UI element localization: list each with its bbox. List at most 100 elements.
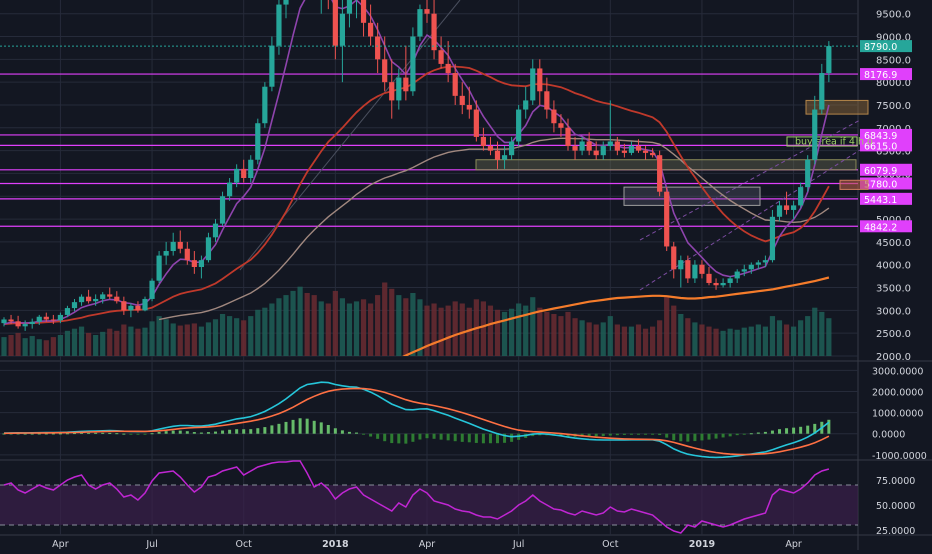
candle[interactable]	[516, 104, 522, 147]
candle[interactable]	[791, 200, 797, 220]
candle[interactable]	[727, 276, 733, 288]
candle[interactable]	[551, 100, 557, 133]
candle[interactable]	[445, 41, 451, 83]
candle[interactable]	[396, 68, 402, 110]
candle[interactable]	[776, 200, 783, 222]
candle[interactable]	[755, 260, 761, 270]
candle[interactable]	[86, 289, 92, 304]
candle[interactable]	[22, 320, 28, 331]
candle[interactable]	[403, 45, 409, 101]
candle[interactable]	[43, 312, 49, 322]
candle[interactable]	[170, 232, 176, 256]
candle[interactable]	[664, 187, 670, 252]
candle[interactable]	[262, 82, 268, 128]
candle[interactable]	[255, 118, 261, 165]
candle[interactable]	[530, 59, 536, 105]
candle[interactable]	[805, 155, 811, 192]
candle[interactable]	[586, 132, 592, 156]
candle[interactable]	[15, 315, 21, 329]
candle[interactable]	[819, 63, 825, 115]
candle[interactable]	[692, 260, 698, 283]
candle[interactable]	[628, 141, 635, 156]
candle[interactable]	[713, 278, 719, 290]
candle[interactable]	[276, 0, 282, 55]
candle[interactable]	[537, 59, 543, 105]
candle[interactable]	[487, 136, 494, 156]
candle[interactable]	[219, 191, 226, 226]
candle[interactable]	[642, 146, 649, 160]
candle[interactable]	[149, 278, 155, 302]
candle[interactable]	[523, 86, 529, 119]
candle[interactable]	[241, 159, 247, 183]
candle[interactable]	[635, 139, 642, 153]
candle[interactable]	[283, 0, 289, 19]
candle[interactable]	[360, 0, 367, 37]
candle[interactable]	[36, 314, 42, 325]
candle[interactable]	[135, 301, 141, 313]
candle[interactable]	[191, 251, 197, 274]
candle[interactable]	[607, 100, 613, 151]
candle[interactable]	[671, 241, 677, 279]
candle[interactable]	[657, 150, 663, 197]
candle[interactable]	[29, 318, 35, 329]
candle[interactable]	[494, 141, 501, 169]
candle[interactable]	[142, 296, 148, 312]
candle[interactable]	[565, 118, 571, 151]
candle[interactable]	[212, 219, 219, 242]
candle[interactable]	[812, 95, 818, 165]
candle[interactable]	[459, 82, 465, 115]
candle[interactable]	[248, 155, 254, 183]
candle[interactable]	[685, 255, 691, 283]
candle[interactable]	[319, 0, 324, 14]
candle[interactable]	[558, 114, 564, 137]
candle[interactable]	[163, 241, 169, 265]
candle[interactable]	[438, 36, 444, 69]
candle[interactable]	[375, 22, 381, 74]
candle[interactable]	[509, 136, 515, 160]
candle[interactable]	[107, 287, 113, 299]
candle[interactable]	[332, 0, 338, 60]
candle[interactable]	[121, 296, 127, 315]
candle[interactable]	[748, 262, 754, 274]
candle[interactable]	[346, 0, 353, 28]
candle[interactable]	[198, 255, 204, 279]
candle[interactable]	[354, 0, 359, 19]
candle[interactable]	[78, 294, 85, 306]
candle[interactable]	[741, 264, 747, 277]
candle[interactable]	[431, 0, 437, 60]
candle[interactable]	[227, 178, 233, 201]
candle[interactable]	[100, 292, 106, 304]
candle[interactable]	[501, 146, 508, 169]
candle[interactable]	[762, 255, 768, 267]
candle[interactable]	[621, 143, 627, 158]
candle[interactable]	[64, 305, 71, 318]
candle[interactable]	[650, 148, 656, 158]
candle[interactable]	[614, 136, 620, 156]
candle[interactable]	[269, 36, 275, 92]
candle[interactable]	[368, 4, 374, 46]
candle[interactable]	[466, 86, 472, 119]
candle[interactable]	[699, 260, 705, 279]
candle[interactable]	[579, 136, 585, 156]
candle[interactable]	[769, 209, 776, 263]
candle[interactable]	[734, 269, 740, 283]
candle[interactable]	[783, 191, 790, 215]
candle[interactable]	[720, 278, 726, 288]
candle[interactable]	[826, 41, 832, 83]
candle[interactable]	[1, 317, 7, 327]
candle[interactable]	[452, 63, 458, 105]
candle[interactable]	[473, 100, 479, 142]
candle[interactable]	[706, 267, 712, 286]
candle[interactable]	[8, 314, 14, 325]
candle[interactable]	[184, 241, 190, 265]
candle[interactable]	[389, 59, 395, 119]
candle[interactable]	[177, 230, 183, 254]
candle[interactable]	[57, 312, 63, 324]
candle[interactable]	[156, 251, 162, 283]
candle[interactable]	[544, 77, 550, 119]
candle[interactable]	[600, 141, 606, 160]
candle[interactable]	[93, 294, 99, 306]
candle[interactable]	[50, 314, 56, 325]
candle[interactable]	[71, 298, 78, 312]
